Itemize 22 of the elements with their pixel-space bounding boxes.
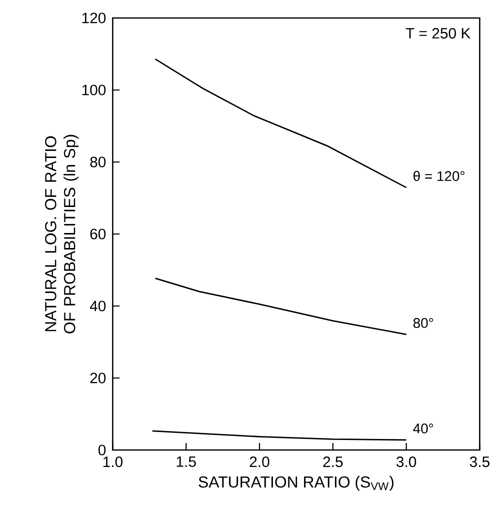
- annotation: T = 250 K: [406, 28, 470, 39]
- x-tick-label: 1.5: [176, 456, 196, 467]
- line-series: [152, 430, 408, 441]
- line-series: [154, 58, 408, 188]
- x-axis-title: SATURATION RATIO (S$_{VW}$): [198, 476, 394, 491]
- y-axis-title: NATURAL LOG. OF RATIO OF PROBABILITIES (ln Sp): [45, 134, 78, 334]
- x-tick-label: 3.5: [470, 456, 490, 468]
- y-tick-label: 40: [90, 300, 106, 312]
- x-tick-label: 1.0: [103, 456, 122, 468]
- x-tick-label: 2.0: [250, 456, 270, 468]
- series-label: θ = 120°: [414, 170, 464, 182]
- y-tick-label: 120: [82, 12, 106, 24]
- y-tick-label: 0: [98, 444, 106, 456]
- series-label: 40°: [413, 424, 434, 434]
- y-tick-label: 100: [82, 84, 106, 96]
- x-tick-label: 2.5: [323, 456, 343, 468]
- x-tick-label: 3.0: [396, 456, 416, 468]
- y-tick-label: 60: [90, 228, 106, 240]
- y-tick-label: 20: [90, 372, 106, 384]
- line-series: [154, 278, 408, 336]
- series-label: 80°: [413, 318, 434, 328]
- y-tick-label: 80: [90, 156, 106, 168]
